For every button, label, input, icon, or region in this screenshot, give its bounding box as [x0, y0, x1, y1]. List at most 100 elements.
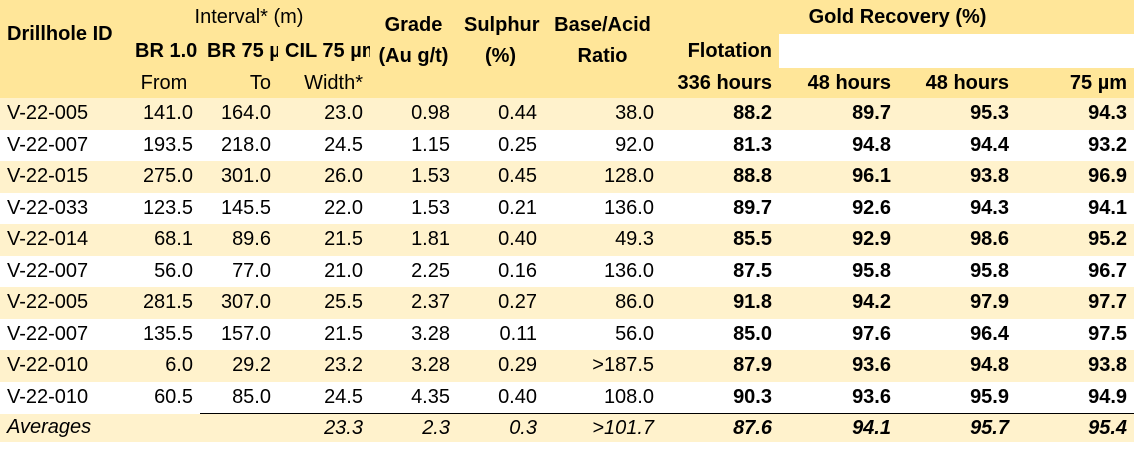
averages-flotation: 95.4 [1016, 413, 1134, 442]
cell-br10: 85.0 [661, 318, 779, 350]
cell-drillhole-id: V-22-007 [0, 129, 128, 161]
cell-cil: 96.4 [898, 318, 1016, 350]
header-gold-recovery: Gold Recovery (%) [661, 0, 1134, 34]
averages-label: Averages [0, 413, 128, 442]
table-row: V-22-007 193.5 218.0 24.5 1.15 0.25 92.0 81.3 94… [0, 129, 1134, 161]
cell-from: 68.1 [128, 224, 200, 256]
gold-recovery-table: Drillhole ID Interval* (m) Grade (Au g/t… [0, 0, 1134, 442]
cell-br10: 85.5 [661, 224, 779, 256]
header-width: Width* [278, 68, 370, 98]
cell-from: 193.5 [128, 129, 200, 161]
table-row: V-22-010 60.5 85.0 24.5 4.35 0.40 108.0 90.3 93.… [0, 381, 1134, 414]
header-base-acid-ratio: Base/Acid Ratio [544, 0, 661, 68]
averages-row: Averages 23.3 2.3 0.3 >101.7 87.6 94.1 9… [0, 413, 1134, 442]
header-ratio-line1: Base/Acid [554, 14, 651, 36]
averages-ratio: >101.7 [544, 413, 661, 442]
cell-flotation: 97.7 [1016, 287, 1134, 319]
cell-flotation: 94.3 [1016, 98, 1134, 130]
cell-sulphur: 0.25 [457, 129, 544, 161]
cell-to: 157.0 [200, 318, 278, 350]
cell-grade: 0.98 [370, 98, 457, 130]
header-flotation-line2: 75 µm [1016, 68, 1134, 98]
cell-flotation: 93.2 [1016, 129, 1134, 161]
cell-br75: 94.2 [779, 287, 898, 319]
cell-grade: 2.25 [370, 255, 457, 287]
cell-to: 85.0 [200, 381, 278, 414]
cell-from: 141.0 [128, 98, 200, 130]
cell-width: 26.0 [278, 161, 370, 193]
cell-width: 24.5 [278, 129, 370, 161]
header-br75-line2: 48 hours [779, 68, 898, 98]
cell-width: 22.0 [278, 192, 370, 224]
cell-grade: 1.53 [370, 161, 457, 193]
cell-ratio: 86.0 [544, 287, 661, 319]
cell-grade: 3.28 [370, 350, 457, 382]
cell-to: 164.0 [200, 98, 278, 130]
cell-grade: 1.81 [370, 224, 457, 256]
cell-cil: 94.3 [898, 192, 1016, 224]
cell-to: 89.6 [200, 224, 278, 256]
cell-ratio: 49.3 [544, 224, 661, 256]
cell-sulphur: 0.21 [457, 192, 544, 224]
cell-br10: 88.2 [661, 98, 779, 130]
cell-to: 307.0 [200, 287, 278, 319]
cell-to: 29.2 [200, 350, 278, 382]
cell-sulphur: 0.45 [457, 161, 544, 193]
cell-br10: 90.3 [661, 381, 779, 414]
cell-width: 25.5 [278, 287, 370, 319]
cell-br75: 96.1 [779, 161, 898, 193]
cell-from: 135.5 [128, 318, 200, 350]
cell-flotation: 94.1 [1016, 192, 1134, 224]
averages-sulphur: 0.3 [457, 413, 544, 442]
cell-width: 23.2 [278, 350, 370, 382]
cell-grade: 3.28 [370, 318, 457, 350]
cell-from: 56.0 [128, 255, 200, 287]
cell-br75: 93.6 [779, 381, 898, 414]
header-ratio-line2: Ratio [577, 45, 628, 67]
cell-br75: 92.6 [779, 192, 898, 224]
averages-width: 23.3 [278, 413, 370, 442]
cell-grade: 1.53 [370, 192, 457, 224]
cell-sulphur: 0.29 [457, 350, 544, 382]
cell-flotation: 96.9 [1016, 161, 1134, 193]
averages-empty [200, 413, 278, 442]
cell-cil: 94.8 [898, 350, 1016, 382]
cell-br10: 87.9 [661, 350, 779, 382]
cell-sulphur: 0.44 [457, 98, 544, 130]
averages-grade: 2.3 [370, 413, 457, 442]
cell-sulphur: 0.11 [457, 318, 544, 350]
table-row: V-22-010 6.0 29.2 23.2 3.28 0.29 >187.5 87.9 93.… [0, 350, 1134, 382]
cell-to: 77.0 [200, 255, 278, 287]
cell-grade: 1.15 [370, 129, 457, 161]
cell-cil: 98.6 [898, 224, 1016, 256]
cell-ratio: 136.0 [544, 192, 661, 224]
cell-br10: 81.3 [661, 129, 779, 161]
cell-flotation: 96.7 [1016, 255, 1134, 287]
cell-sulphur: 0.40 [457, 224, 544, 256]
header-sulphur: Sulphur (%) [457, 0, 544, 68]
cell-flotation: 97.5 [1016, 318, 1134, 350]
cell-drillhole-id: V-22-007 [0, 318, 128, 350]
header-empty [0, 68, 128, 98]
cell-drillhole-id: V-22-010 [0, 350, 128, 382]
cell-sulphur: 0.27 [457, 287, 544, 319]
header-empty [544, 68, 661, 98]
cell-br75: 89.7 [779, 98, 898, 130]
cell-width: 24.5 [278, 381, 370, 414]
table-row: V-22-033 123.5 145.5 22.0 1.53 0.21 136.0 89.7 9… [0, 192, 1134, 224]
cell-to: 145.5 [200, 192, 278, 224]
cell-from: 6.0 [128, 350, 200, 382]
cell-width: 21.5 [278, 224, 370, 256]
header-grade-line2: (Au g/t) [378, 45, 449, 67]
cell-width: 21.5 [278, 318, 370, 350]
cell-br75: 93.6 [779, 350, 898, 382]
cell-sulphur: 0.40 [457, 381, 544, 414]
cell-drillhole-id: V-22-033 [0, 192, 128, 224]
averages-empty [128, 413, 200, 442]
cell-grade: 2.37 [370, 287, 457, 319]
cell-drillhole-id: V-22-010 [0, 381, 128, 414]
header-empty [370, 68, 457, 98]
header-grade: Grade (Au g/t) [370, 0, 457, 68]
cell-br75: 95.8 [779, 255, 898, 287]
header-cil-line2: 48 hours [898, 68, 1016, 98]
